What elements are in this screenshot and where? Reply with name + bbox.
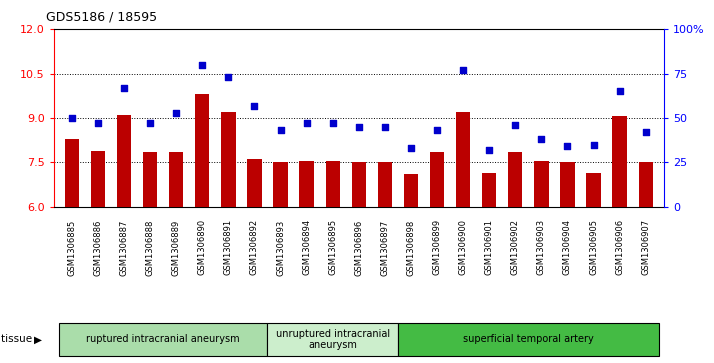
Text: GSM1306890: GSM1306890 [198,219,207,276]
Text: GSM1306887: GSM1306887 [119,219,129,276]
Text: GSM1306888: GSM1306888 [146,219,154,276]
Bar [613,117,627,207]
Point [483,147,495,153]
Bar [221,112,236,207]
Text: GSM1306906: GSM1306906 [615,219,624,276]
Point [588,142,599,147]
Bar [560,162,575,207]
Text: GDS5186 / 18595: GDS5186 / 18595 [46,11,158,24]
Text: GSM1306889: GSM1306889 [171,219,181,276]
Bar [508,152,523,207]
Point [144,121,156,126]
Point [223,74,234,80]
Bar [273,162,288,207]
Text: GSM1306891: GSM1306891 [224,219,233,276]
Point [327,121,338,126]
Text: GSM1306904: GSM1306904 [563,219,572,275]
FancyBboxPatch shape [268,323,398,356]
Text: GSM1306892: GSM1306892 [250,219,259,276]
Text: GSM1306898: GSM1306898 [406,219,416,276]
Bar [65,139,79,207]
Text: GSM1306903: GSM1306903 [537,219,546,276]
Text: GSM1306896: GSM1306896 [354,219,363,276]
Bar [169,152,183,207]
Point [406,145,417,151]
Point [301,121,312,126]
Text: GSM1306897: GSM1306897 [381,219,389,276]
Bar [456,112,471,207]
Point [510,122,521,128]
Point [458,67,469,73]
Point [536,136,547,142]
Text: tissue: tissue [1,334,35,344]
Point [614,88,625,94]
Point [196,62,208,68]
Bar [247,159,261,207]
Point [431,127,443,133]
Point [275,127,286,133]
Text: ▶: ▶ [34,334,42,344]
Text: superficial temporal artery: superficial temporal artery [463,334,594,344]
Text: GSM1306900: GSM1306900 [458,219,468,275]
Bar [534,161,548,207]
Bar [91,151,105,207]
Bar [195,94,209,207]
Point [119,85,130,91]
Point [66,115,78,121]
Text: GSM1306895: GSM1306895 [328,219,337,276]
Text: GSM1306885: GSM1306885 [67,219,76,276]
Text: GSM1306901: GSM1306901 [485,219,493,275]
Bar [326,161,340,207]
Point [562,143,573,149]
Text: GSM1306893: GSM1306893 [276,219,285,276]
Bar [117,115,131,207]
FancyBboxPatch shape [398,323,659,356]
Bar [638,162,653,207]
Text: GSM1306886: GSM1306886 [94,219,102,276]
Text: GSM1306905: GSM1306905 [589,219,598,275]
FancyBboxPatch shape [59,323,268,356]
Point [92,121,104,126]
Bar [299,161,313,207]
Text: GSM1306894: GSM1306894 [302,219,311,276]
Point [640,129,651,135]
Text: GSM1306899: GSM1306899 [433,219,441,276]
Bar [404,174,418,207]
Point [248,103,260,109]
Point [379,124,391,130]
Point [171,110,182,115]
Text: ruptured intracranial aneurysm: ruptured intracranial aneurysm [86,334,240,344]
Bar [378,162,392,207]
Bar [143,152,157,207]
Bar [351,162,366,207]
Text: unruptured intracranial
aneurysm: unruptured intracranial aneurysm [276,329,390,350]
Bar [586,173,600,207]
Text: GSM1306902: GSM1306902 [511,219,520,275]
Bar [430,152,444,207]
Bar [482,173,496,207]
Point [353,124,365,130]
Text: GSM1306907: GSM1306907 [641,219,650,276]
